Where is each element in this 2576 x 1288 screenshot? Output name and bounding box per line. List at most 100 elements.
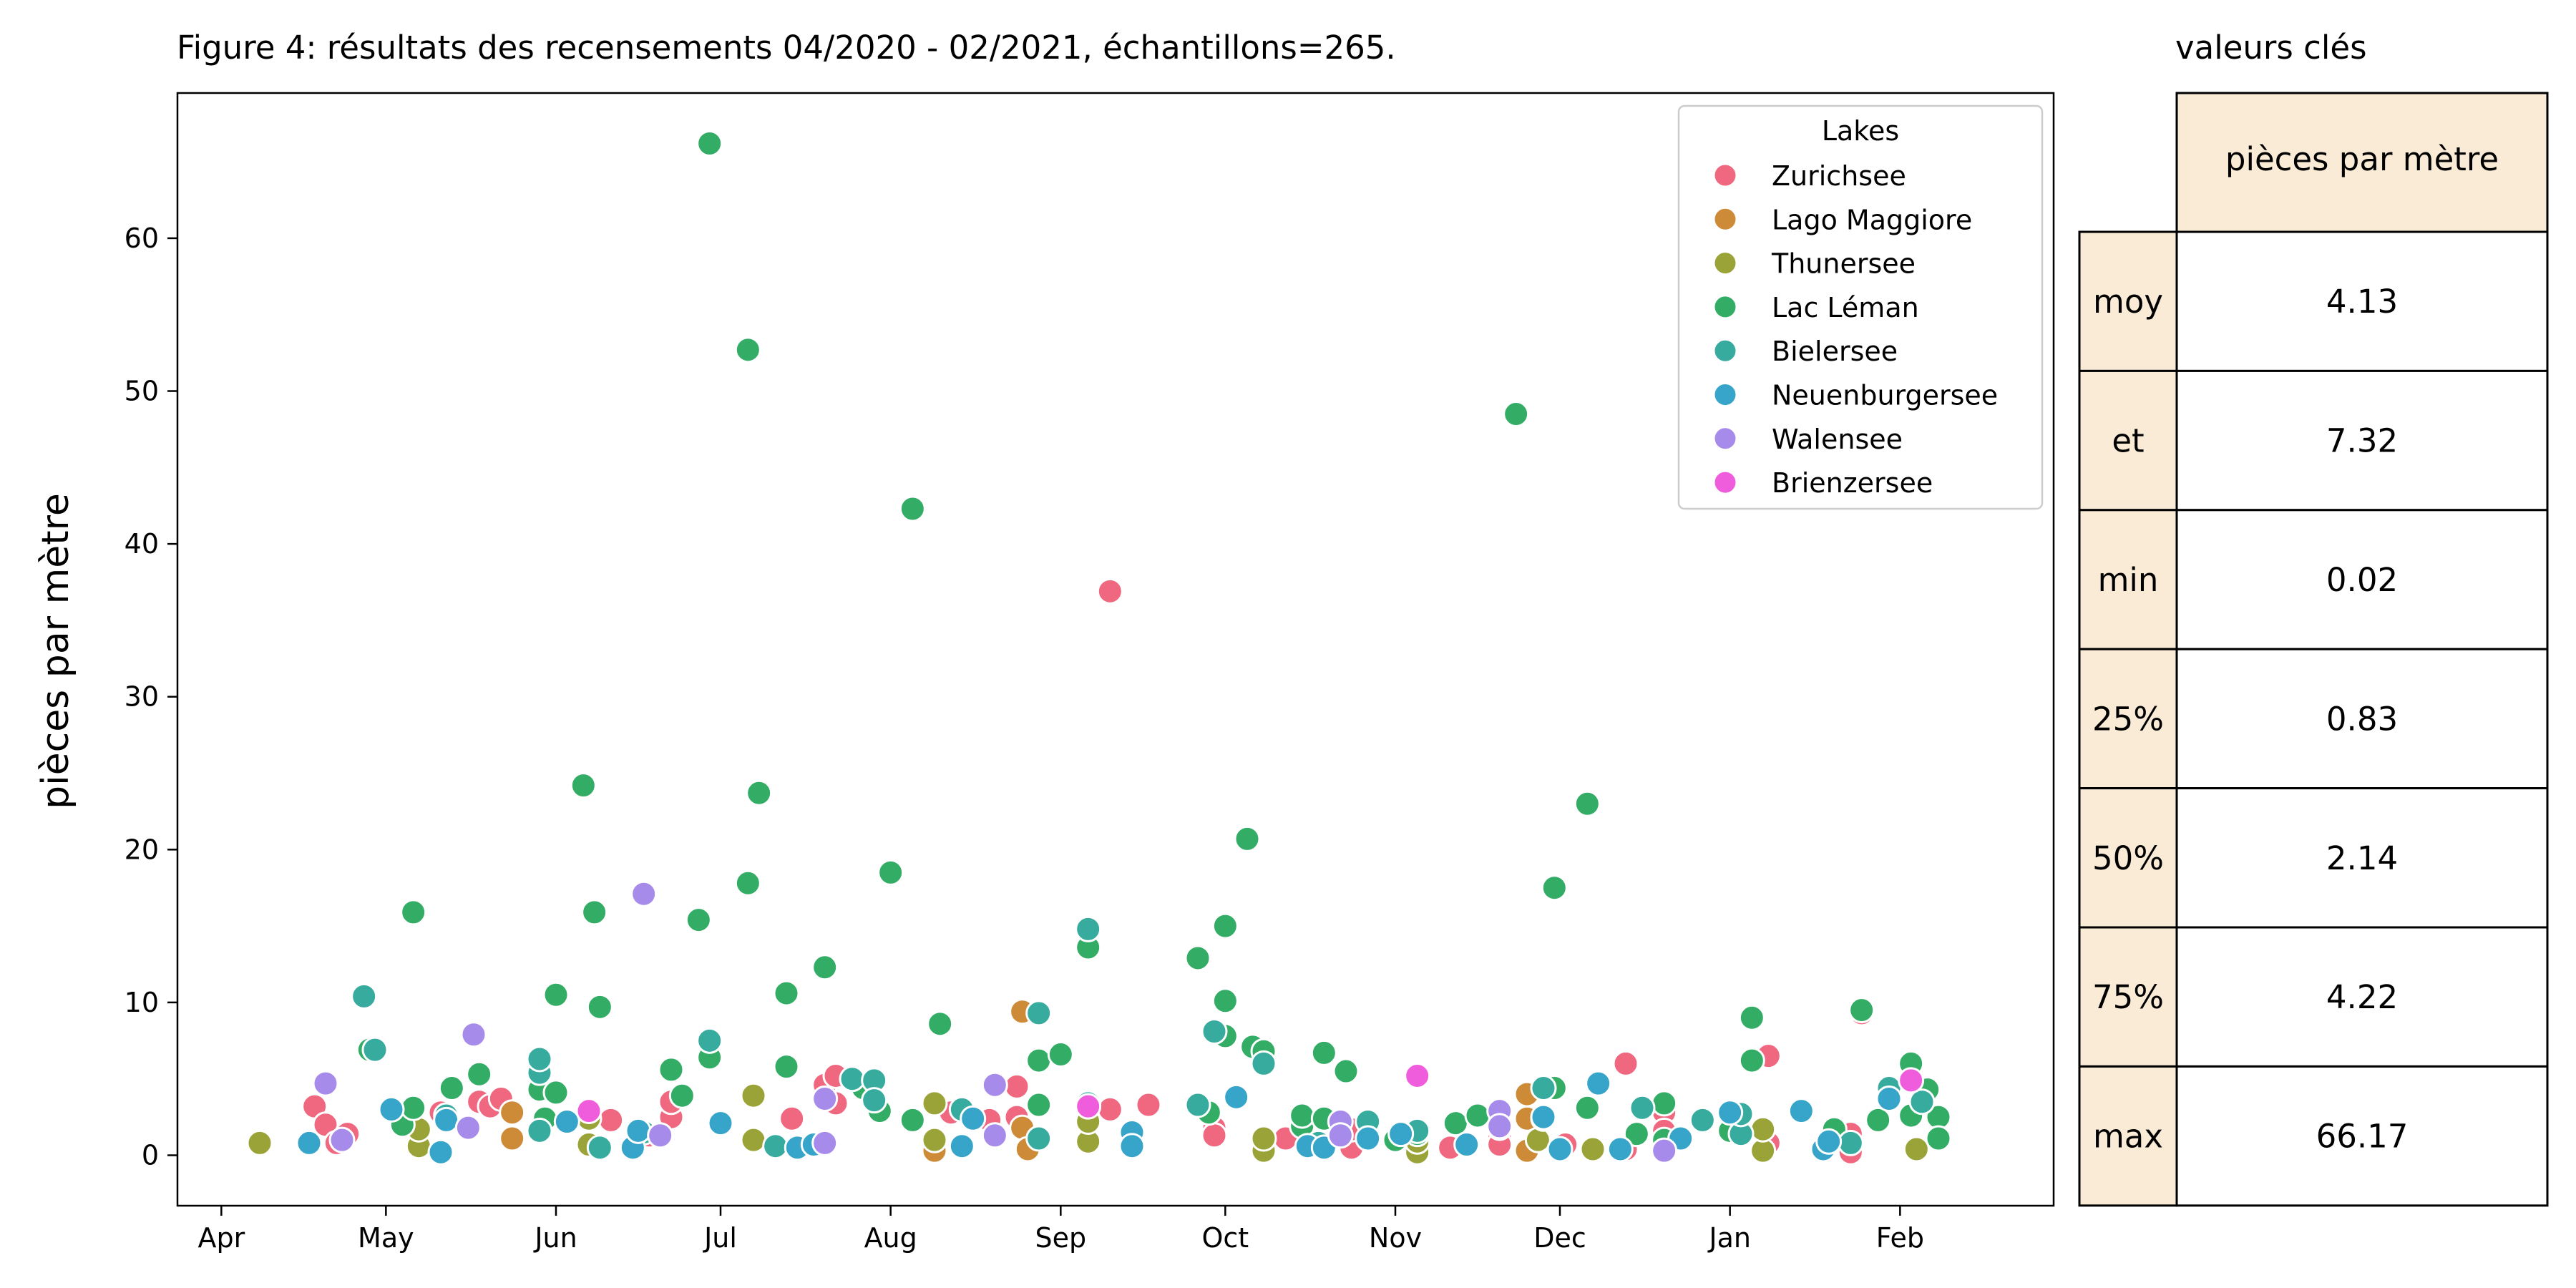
- y-tick-label: 20: [125, 834, 159, 865]
- data-point: [1201, 1018, 1228, 1045]
- data-point: [861, 1087, 888, 1114]
- legend-entry-label: Zurichsee: [1772, 160, 1906, 192]
- data-point: [921, 1126, 948, 1153]
- data-point: [1530, 1075, 1557, 1102]
- legend-entry-label: Lac Léman: [1772, 292, 1919, 323]
- table-row-label: min: [2098, 561, 2159, 599]
- data-point: [740, 1082, 767, 1109]
- data-point: [630, 880, 658, 907]
- data-point: [460, 1021, 487, 1048]
- data-point: [1585, 1070, 1612, 1097]
- data-point: [1837, 1129, 1864, 1156]
- data-point: [1606, 1136, 1634, 1163]
- data-point: [746, 779, 773, 806]
- table-row-label: max: [2093, 1118, 2163, 1156]
- data-point: [1327, 1122, 1354, 1149]
- data-point: [1903, 1136, 1930, 1163]
- data-point: [586, 993, 613, 1020]
- data-point: [570, 772, 597, 799]
- y-axis-label: pièces par mètre: [34, 493, 77, 809]
- data-point: [526, 1117, 553, 1144]
- data-point: [1025, 1047, 1053, 1074]
- key-values-table: valeurs clés pièces par mètre moy 4.13 et 7…: [2078, 29, 2549, 1207]
- data-point: [1223, 1083, 1250, 1111]
- data-point: [1075, 1093, 1102, 1120]
- data-point: [361, 1036, 389, 1063]
- data-point: [734, 869, 761, 897]
- table-row-value: 4.22: [2326, 978, 2398, 1016]
- table-header-cell: [2175, 92, 2549, 233]
- data-point: [1003, 1073, 1030, 1100]
- data-point: [328, 1126, 356, 1153]
- table-row-label-cell: [2078, 369, 2178, 512]
- data-point: [1310, 1039, 1337, 1066]
- y-tick-label: 50: [125, 376, 159, 407]
- legend-marker: [1712, 469, 1738, 495]
- data-point: [668, 1082, 696, 1109]
- data-point: [1025, 1125, 1053, 1152]
- data-point: [773, 1053, 800, 1080]
- data-point: [1404, 1062, 1431, 1089]
- legend-marker: [1712, 162, 1738, 188]
- data-point: [647, 1122, 674, 1149]
- legend-marker: [1712, 250, 1738, 276]
- x-tick-label: Dec: [1533, 1222, 1586, 1254]
- data-point: [433, 1106, 460, 1133]
- y-tick-label: 40: [125, 528, 159, 560]
- legend-title: Lakes: [1822, 115, 1899, 147]
- table-title: valeurs clés: [2175, 29, 2367, 67]
- data-point: [1612, 1050, 1639, 1077]
- data-point: [312, 1070, 339, 1097]
- data-point: [1546, 1136, 1574, 1163]
- x-tick-label: Jan: [1707, 1222, 1751, 1254]
- data-point: [1332, 1058, 1360, 1085]
- x-tick-label: Apr: [197, 1222, 245, 1254]
- data-point: [1503, 401, 1530, 428]
- data-point: [1629, 1094, 1656, 1121]
- x-tick-label: Feb: [1876, 1222, 1924, 1254]
- data-point: [1250, 1050, 1277, 1077]
- y-tick-label: 30: [125, 681, 159, 713]
- data-point: [1096, 577, 1123, 605]
- data-point: [454, 1114, 482, 1141]
- table-row-value-cell: [2175, 648, 2549, 790]
- data-point: [1738, 1004, 1765, 1031]
- data-point: [811, 954, 839, 981]
- data-point: [575, 1098, 602, 1125]
- data-point: [734, 336, 761, 364]
- x-tick-label: May: [358, 1222, 414, 1254]
- data-point: [658, 1056, 685, 1083]
- data-point: [1464, 1102, 1491, 1129]
- chart-title: Figure 4: résultats des recensements 04/…: [177, 29, 1396, 67]
- data-point: [1651, 1137, 1678, 1164]
- data-point: [1355, 1125, 1382, 1152]
- legend-frame: [1677, 104, 2044, 510]
- table-row-label-cell: [2078, 926, 2178, 1068]
- legend-entry-label: Bielersee: [1772, 336, 1898, 367]
- data-point: [1486, 1113, 1513, 1140]
- legend-entry-label: Walensee: [1772, 424, 1903, 455]
- data-point: [948, 1133, 975, 1160]
- data-point: [542, 1079, 570, 1106]
- data-point: [1135, 1091, 1162, 1118]
- table-header-label: pièces par mètre: [2225, 140, 2499, 178]
- table-row-label: 75%: [2092, 978, 2164, 1016]
- data-point: [811, 1085, 839, 1112]
- data-point: [296, 1129, 323, 1156]
- legend-marker: [1712, 294, 1738, 320]
- data-point: [526, 1045, 553, 1073]
- data-point: [542, 981, 570, 1008]
- data-point: [1211, 912, 1239, 940]
- table-row-value: 7.32: [2326, 422, 2398, 460]
- data-point: [427, 1138, 454, 1166]
- table-row-value-cell: [2175, 926, 2549, 1068]
- data-point: [1848, 997, 1875, 1024]
- data-point: [1250, 1125, 1277, 1152]
- data-point: [696, 1027, 723, 1054]
- data-point: [1579, 1136, 1606, 1163]
- y-tick-label: 0: [142, 1140, 159, 1171]
- data-point: [378, 1096, 405, 1123]
- table-row-value: 66.17: [2316, 1118, 2409, 1156]
- table-row-value-cell: [2175, 369, 2549, 512]
